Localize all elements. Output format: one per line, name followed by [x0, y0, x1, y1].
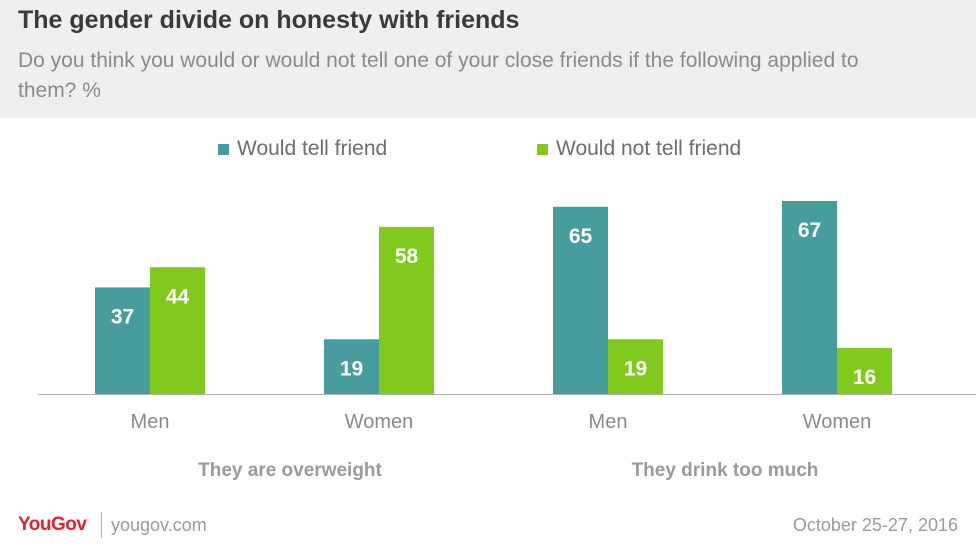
- bar-would-tell: [324, 339, 379, 394]
- data-label: 67: [798, 219, 821, 242]
- legend-label-would-tell: Would tell friend: [237, 137, 388, 160]
- x-tick-label: Men: [131, 411, 170, 433]
- bar-would-tell: [553, 206, 608, 394]
- chart-title: The gender divide on honesty with friend…: [18, 6, 520, 34]
- chart-subtitle: Do you think you would or would not tell…: [18, 49, 859, 102]
- legend-item-would-not-tell: Would not tell friend: [537, 136, 741, 162]
- x-tick-label: Men: [589, 411, 628, 433]
- data-label: 44: [166, 285, 190, 308]
- data-label: 19: [624, 357, 647, 380]
- bar-would-not-tell: [150, 267, 205, 394]
- legend-item-would-tell: Would tell friend: [218, 136, 387, 162]
- footer-site: yougov.com: [111, 515, 207, 535]
- data-label: 58: [395, 245, 419, 268]
- x-tick-label: Women: [803, 411, 872, 433]
- footer-divider: [101, 512, 102, 538]
- bar-would-not-tell: [608, 339, 663, 394]
- legend-label-would-not-tell: Would not tell friend: [556, 137, 742, 160]
- bar-would-tell: [95, 287, 150, 394]
- footer-date: October 25-27, 2016: [792, 515, 958, 535]
- yougov-logo: YouGov: [18, 514, 87, 535]
- x-tick-label: Women: [345, 411, 414, 433]
- legend-swatch-would-not-tell: [537, 143, 548, 155]
- header-band: The gender divide on honesty with friend…: [0, 0, 976, 118]
- data-label: 19: [340, 357, 363, 380]
- legend-swatch-would-tell: [218, 143, 229, 155]
- bar-would-not-tell: [837, 347, 892, 394]
- data-label: 37: [111, 305, 134, 328]
- data-label: 16: [853, 366, 876, 389]
- group-label: They drink too much: [632, 460, 819, 481]
- group-label: They are overweight: [198, 460, 382, 481]
- bar-would-tell: [782, 201, 837, 394]
- bar-would-not-tell: [379, 226, 434, 394]
- data-label: 65: [569, 225, 593, 248]
